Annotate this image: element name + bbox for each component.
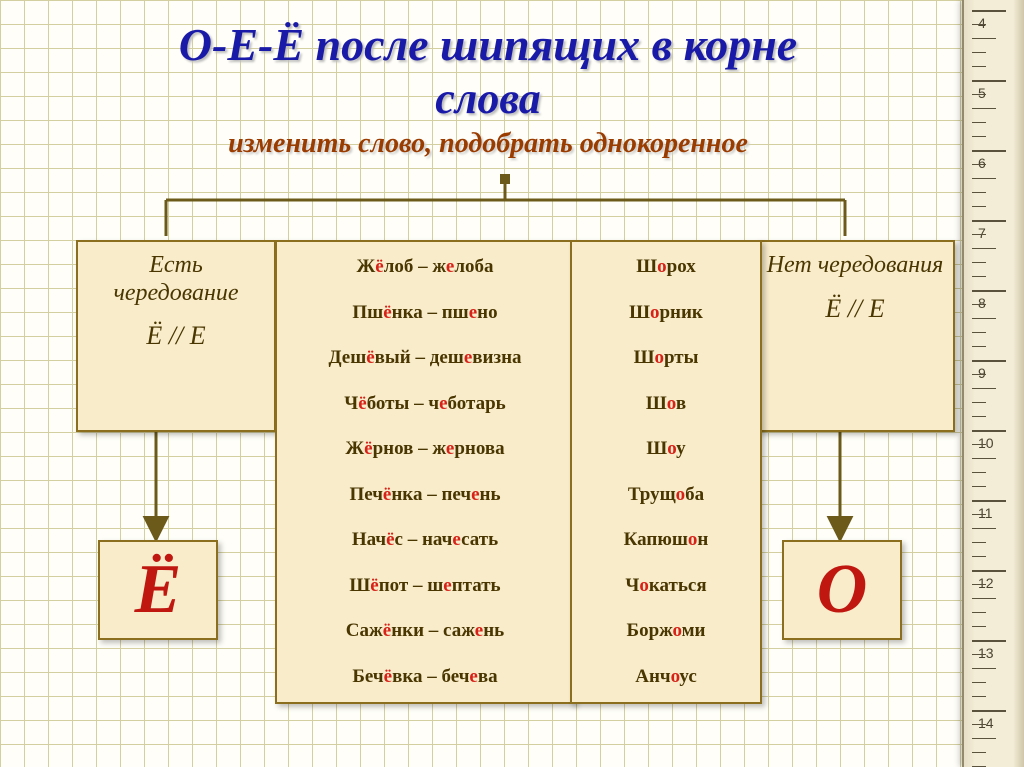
pair-row: Чёботы – чеботарь — [285, 393, 565, 415]
slide-content: О-Е-Ё после шипящих в корне слова измени… — [0, 0, 964, 767]
right-letter-box: О — [782, 540, 902, 640]
exception-row: Шоу — [580, 438, 752, 460]
title-line2: слова — [40, 73, 936, 124]
pair-row: Бечёвка – бечева — [285, 666, 565, 688]
left-rule-alt: Ё // Е — [86, 321, 266, 351]
pair-row: Сажёнки – сажень — [285, 620, 565, 642]
left-letter-box: Ё — [98, 540, 218, 640]
exception-row: Анчоус — [580, 666, 752, 688]
title-line1: О-Е-Ё после шипящих в корне — [40, 18, 936, 71]
pair-row: Пшёнка – пшено — [285, 302, 565, 324]
left-rule-text: Есть чередование — [86, 252, 266, 307]
pair-row: Шёпот – шептать — [285, 575, 565, 597]
exception-row: Трущоба — [580, 484, 752, 506]
right-rule-text: Нет чередования — [765, 252, 945, 280]
exception-row: Капюшон — [580, 529, 752, 551]
subtitle: изменить слово, подобрать однокоренное — [40, 128, 936, 160]
pairs-list-box: Жёлоб – желоба Пшёнка – пшено Дешёвый – де… — [275, 240, 575, 704]
exception-row: Шорох — [580, 256, 752, 278]
right-rule-alt: Ё // Е — [765, 294, 945, 324]
exceptions-list-box: Шорох Шорник Шорты Шов Шоу Трущоба Капюшон Чока… — [570, 240, 762, 704]
right-rule-box: Нет чередования Ё // Е — [755, 240, 955, 432]
left-rule-box: Есть чередование Ё // Е — [76, 240, 276, 432]
ruler-decoration: 4567891011121314 — [962, 0, 1024, 767]
pair-row: Начёс – начесать — [285, 529, 565, 551]
pair-row: Жёлоб – желоба — [285, 256, 565, 278]
exception-row: Боржоми — [580, 620, 752, 642]
exception-row: Чокаться — [580, 575, 752, 597]
pair-row: Дешёвый – дешевизна — [285, 347, 565, 369]
exception-row: Шорты — [580, 347, 752, 369]
pair-row: Печёнка – печень — [285, 484, 565, 506]
exception-row: Шов — [580, 393, 752, 415]
pair-row: Жёрнов – жернова — [285, 438, 565, 460]
exception-row: Шорник — [580, 302, 752, 324]
diagram-area: Есть чередование Ё // Е Нет чередования … — [40, 170, 936, 690]
